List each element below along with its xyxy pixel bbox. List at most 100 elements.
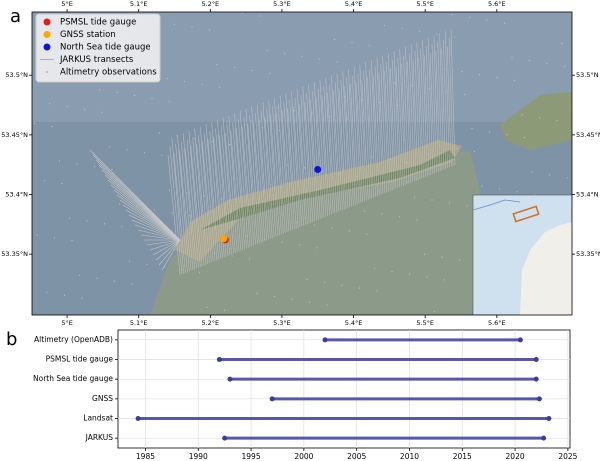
transect <box>422 40 428 177</box>
altimetry-point <box>383 24 386 27</box>
altimetry-point <box>51 125 53 127</box>
transect <box>325 77 334 214</box>
transect <box>424 55 430 176</box>
altimetry-point <box>78 274 81 276</box>
altimetry-point <box>396 104 398 106</box>
transect <box>217 119 229 256</box>
transect <box>344 86 352 207</box>
transect <box>329 84 338 213</box>
altimetry-point <box>281 241 283 243</box>
altimetry-point <box>561 43 563 45</box>
altimetry-point <box>306 278 308 280</box>
transect <box>249 115 260 244</box>
altimetry-point <box>426 276 428 278</box>
transect <box>113 189 181 241</box>
altimetry-point <box>513 79 516 81</box>
x-tick-label: 5.2°E <box>201 0 219 8</box>
transect <box>158 239 181 266</box>
transect <box>194 128 207 265</box>
transect <box>137 229 181 241</box>
transect <box>397 57 404 186</box>
altimetry-point <box>506 134 508 136</box>
transect <box>384 70 391 191</box>
transect <box>152 239 181 256</box>
transect <box>291 90 301 228</box>
altimetry-point <box>86 220 88 222</box>
x-tick-label: 5.1°E <box>130 0 148 8</box>
transect <box>443 39 448 168</box>
altimetry-point <box>471 128 473 130</box>
altimetry-point <box>128 260 131 262</box>
transect <box>272 106 282 235</box>
altimetry-point <box>356 176 358 178</box>
altimetry-point <box>268 72 271 74</box>
altimetry-point <box>176 135 178 137</box>
altimetry-point <box>118 203 121 205</box>
transects <box>32 12 571 313</box>
altimetry-point <box>353 153 356 155</box>
y-tick-label: 53.45°N <box>1 131 28 139</box>
transect <box>230 130 242 251</box>
map <box>32 12 572 315</box>
transect <box>351 75 360 204</box>
transect <box>427 37 434 174</box>
y-tick-label: JARKUS <box>85 433 114 442</box>
altimetry-point <box>421 142 423 144</box>
altimetry-point <box>131 283 133 285</box>
x-tick-label: 2005 <box>347 452 366 461</box>
altimetry-point <box>168 100 171 102</box>
altimetry-point <box>523 136 526 139</box>
transect <box>255 113 266 242</box>
altimetry-point <box>313 224 316 226</box>
altimetry-point <box>363 210 366 212</box>
altimetry-point <box>406 162 408 164</box>
transect <box>186 139 199 268</box>
transect <box>431 44 437 173</box>
transect <box>184 148 197 269</box>
panel-label: a <box>10 6 21 27</box>
island-vegetation <box>200 150 455 230</box>
transect <box>188 130 201 267</box>
altimetry-point <box>33 122 36 125</box>
legend-marker <box>43 31 51 38</box>
altimetry-point <box>528 59 531 62</box>
altimetry-point <box>438 145 441 147</box>
altimetry-point <box>83 108 86 111</box>
altimetry-point <box>548 174 551 176</box>
panel-label: b <box>6 329 17 350</box>
transect <box>180 141 194 270</box>
transect <box>243 117 255 246</box>
transect <box>391 59 399 188</box>
altimetry-point <box>111 169 113 171</box>
transect <box>395 66 402 187</box>
transect <box>342 71 351 208</box>
transect <box>131 219 181 241</box>
x-tick-label: 1990 <box>189 452 208 461</box>
transect <box>336 73 345 210</box>
transect <box>293 106 303 227</box>
transect <box>175 144 188 273</box>
transect <box>332 90 341 211</box>
transect <box>192 137 205 266</box>
altimetry-point <box>458 259 461 261</box>
x-tick-label: 2000 <box>294 452 313 461</box>
altimetry-point <box>411 85 413 87</box>
transect <box>376 57 384 194</box>
altimetry-point <box>228 143 231 146</box>
x-tick-label: 2015 <box>453 452 472 461</box>
altimetry-point <box>516 191 518 193</box>
altimetry-point <box>368 44 371 46</box>
altimetry-point <box>293 110 296 112</box>
altimetry-point <box>133 94 136 97</box>
transect <box>380 64 388 193</box>
legend-marker <box>43 18 51 26</box>
legend-label: PSMSL tide gauge <box>60 18 136 28</box>
transect <box>251 106 262 243</box>
altimetry-point <box>93 166 96 168</box>
altimetry-point <box>213 252 216 254</box>
range-start <box>227 376 233 382</box>
transect <box>446 46 452 167</box>
altimetry-point <box>521 114 523 116</box>
transect <box>296 88 306 225</box>
range-start <box>135 416 141 421</box>
